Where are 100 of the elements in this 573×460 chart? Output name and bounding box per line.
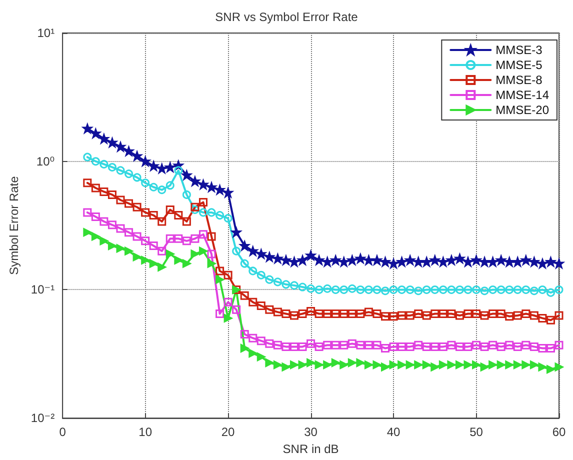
- point: [513, 342, 522, 351]
- point: [256, 270, 266, 280]
- point: [166, 205, 174, 214]
- point: [298, 310, 307, 318]
- point: [116, 224, 125, 233]
- point: [224, 214, 232, 223]
- point: [496, 342, 506, 351]
- point: [348, 284, 356, 293]
- point: [223, 188, 233, 198]
- point: [463, 257, 473, 267]
- point: [522, 285, 530, 294]
- point: [340, 360, 348, 370]
- point: [108, 162, 116, 172]
- point: [190, 250, 200, 258]
- point: [216, 266, 224, 276]
- point: [405, 255, 415, 265]
- point: [438, 285, 448, 294]
- point: [174, 166, 183, 175]
- x-tick-label: 30: [304, 425, 318, 440]
- point: [554, 258, 564, 268]
- point: [422, 285, 431, 294]
- point: [198, 208, 208, 217]
- point: [216, 310, 224, 318]
- x-tick-label: 60: [552, 425, 566, 440]
- point: [422, 342, 431, 351]
- point: [116, 142, 126, 152]
- point: [480, 257, 490, 267]
- point: [472, 255, 482, 265]
- point: [505, 312, 514, 321]
- y-axis-title: Symbol Error Rate: [7, 176, 21, 275]
- point: [182, 259, 191, 268]
- point: [381, 286, 390, 296]
- point: [140, 156, 150, 166]
- point: [100, 236, 108, 246]
- point: [331, 285, 340, 294]
- point: [372, 340, 382, 350]
- point: [314, 310, 324, 318]
- point: [265, 339, 274, 348]
- point: [108, 242, 116, 250]
- point: [91, 184, 100, 192]
- point: [124, 199, 134, 208]
- point: [166, 181, 174, 190]
- point: [455, 342, 464, 351]
- point: [512, 257, 522, 267]
- point: [124, 228, 134, 237]
- point: [414, 340, 423, 350]
- point: [339, 257, 349, 267]
- point: [141, 236, 150, 246]
- point: [447, 310, 456, 318]
- point: [124, 170, 134, 178]
- point: [398, 342, 406, 351]
- point: [314, 342, 324, 351]
- point: [282, 342, 290, 351]
- point: [356, 254, 366, 264]
- point: [174, 234, 183, 243]
- chart-title: SNR vs Symbol Error Rate: [215, 10, 358, 24]
- point: [248, 349, 258, 358]
- point: [389, 285, 398, 294]
- point: [372, 285, 382, 294]
- point: [488, 360, 498, 370]
- point: [356, 340, 365, 350]
- point: [132, 232, 142, 241]
- point: [232, 305, 241, 314]
- point: [414, 257, 424, 267]
- point: [505, 360, 514, 370]
- point: [398, 360, 406, 370]
- point: [290, 342, 298, 351]
- point: [356, 310, 365, 318]
- point: [132, 151, 142, 161]
- point: [538, 314, 547, 322]
- point: [530, 286, 538, 296]
- point: [389, 312, 398, 321]
- point: [496, 360, 506, 370]
- point: [496, 285, 506, 294]
- x-tick-label: 0: [59, 425, 66, 440]
- point: [422, 311, 431, 320]
- point: [91, 212, 100, 222]
- point: [388, 258, 398, 268]
- point: [505, 340, 514, 350]
- point: [132, 252, 142, 262]
- point: [529, 257, 539, 267]
- point: [166, 234, 174, 243]
- point: [290, 311, 298, 320]
- point: [546, 365, 555, 374]
- point: [224, 314, 232, 322]
- point: [108, 220, 116, 230]
- point: [256, 249, 266, 259]
- point: [422, 257, 432, 267]
- point: [496, 255, 506, 265]
- point: [372, 255, 382, 265]
- point: [422, 360, 431, 370]
- point: [306, 250, 316, 260]
- y-tick-label: 10⁻¹: [30, 282, 55, 297]
- point: [472, 285, 481, 294]
- point: [83, 228, 92, 237]
- point: [546, 257, 556, 267]
- point: [298, 342, 307, 351]
- point: [472, 340, 481, 350]
- point: [256, 336, 266, 346]
- point: [207, 259, 216, 268]
